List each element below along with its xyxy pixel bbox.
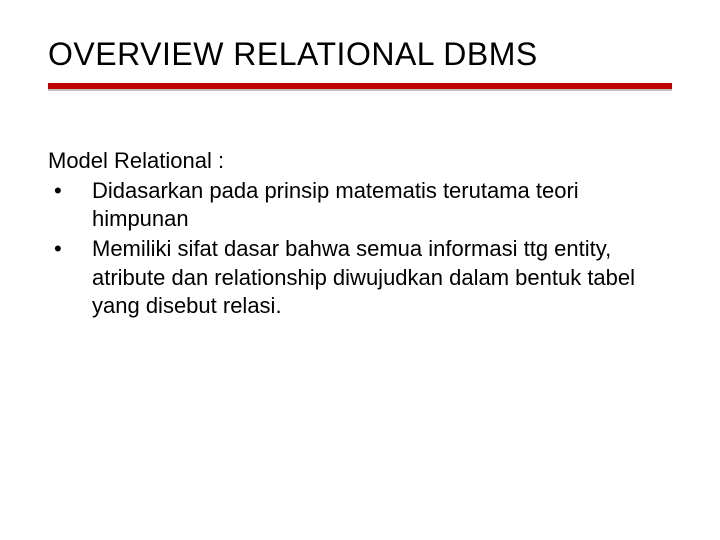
bullet-mark-icon: • (48, 235, 92, 263)
bullet-text: Didasarkan pada prinsip matematis teruta… (92, 177, 672, 233)
body-text: Model Relational : • Didasarkan pada pri… (48, 147, 672, 320)
slide: OVERVIEW RELATIONAL DBMS Model Relationa… (0, 0, 720, 540)
bullet-mark-icon: • (48, 177, 92, 205)
bullet-item: • Didasarkan pada prinsip matematis teru… (48, 177, 672, 233)
bullet-list: • Didasarkan pada prinsip matematis teru… (48, 177, 672, 320)
slide-title: OVERVIEW RELATIONAL DBMS (48, 36, 672, 73)
bullet-text: Memiliki sifat dasar bahwa semua informa… (92, 235, 672, 319)
bullet-item: • Memiliki sifat dasar bahwa semua infor… (48, 235, 672, 319)
intro-line: Model Relational : (48, 147, 672, 175)
rule-gray (48, 89, 672, 91)
title-rule (48, 83, 672, 91)
